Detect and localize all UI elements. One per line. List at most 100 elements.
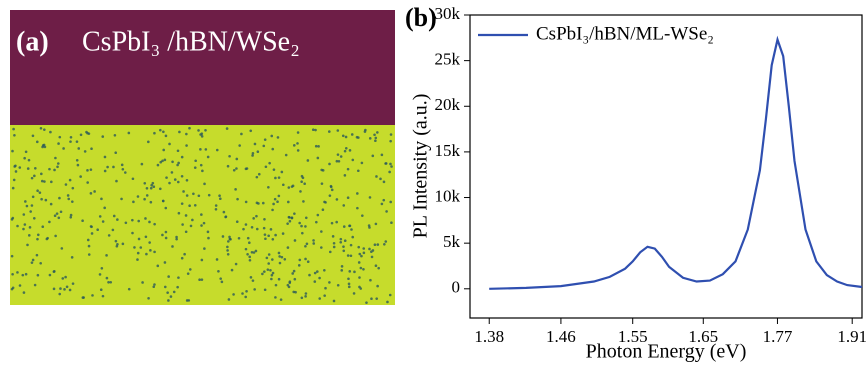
- x-tick-label: 1.65: [688, 327, 718, 346]
- particle: [249, 129, 252, 132]
- particle: [63, 288, 66, 291]
- particle: [29, 210, 32, 213]
- particle: [329, 194, 332, 197]
- particle: [48, 221, 51, 224]
- particle: [344, 174, 347, 177]
- image-caption: CsPbI₃ /hBN/WSe₂: [82, 26, 300, 57]
- particle: [315, 221, 318, 224]
- particle: [281, 256, 284, 259]
- particle: [175, 236, 178, 239]
- particle: [159, 187, 162, 190]
- particle: [375, 297, 378, 300]
- particle: [46, 238, 49, 241]
- particle: [150, 184, 153, 187]
- y-tick-label: 20k: [435, 95, 461, 114]
- particle: [241, 292, 244, 295]
- particle: [159, 129, 162, 132]
- particle: [339, 241, 342, 244]
- particle: [102, 220, 105, 223]
- particle: [164, 261, 167, 264]
- particle: [100, 288, 103, 291]
- particle: [137, 220, 140, 223]
- particle: [25, 150, 28, 153]
- particle: [190, 225, 193, 228]
- particle: [128, 288, 131, 291]
- particle: [64, 276, 67, 279]
- particle: [59, 287, 62, 290]
- particle: [201, 259, 204, 262]
- particle: [273, 168, 276, 171]
- particle: [267, 268, 270, 271]
- particle: [278, 252, 281, 255]
- particle: [279, 262, 282, 265]
- particle: [365, 301, 368, 304]
- particle: [336, 198, 339, 201]
- particle: [31, 204, 34, 207]
- particle: [84, 150, 87, 153]
- particle: [53, 270, 56, 273]
- particle: [302, 200, 305, 203]
- particle: [12, 187, 15, 190]
- particle: [31, 177, 34, 180]
- particle: [222, 235, 225, 238]
- particle: [80, 133, 83, 136]
- particle: [245, 223, 248, 226]
- particle: [22, 213, 25, 216]
- particle: [371, 256, 374, 259]
- particle: [228, 155, 231, 158]
- particle: [264, 233, 267, 236]
- particle: [359, 287, 362, 290]
- particle: [216, 258, 219, 261]
- particle: [37, 233, 40, 236]
- particle: [11, 150, 14, 153]
- particle: [294, 239, 297, 242]
- particle: [168, 182, 171, 185]
- particle: [347, 254, 350, 257]
- particle: [360, 255, 363, 258]
- particle: [76, 140, 79, 143]
- particle: [181, 257, 184, 260]
- particle: [277, 136, 280, 139]
- particle: [32, 134, 35, 137]
- particle: [88, 253, 91, 256]
- particle: [125, 221, 128, 224]
- particle: [34, 167, 37, 170]
- particle: [32, 259, 35, 262]
- particle: [188, 127, 191, 130]
- particle: [368, 226, 371, 229]
- particle: [370, 250, 373, 253]
- particle: [104, 156, 107, 159]
- particle: [308, 274, 311, 277]
- particle: [70, 214, 73, 217]
- particle: [388, 171, 391, 174]
- particle: [56, 212, 59, 215]
- particle: [147, 297, 150, 300]
- particle: [201, 135, 204, 138]
- particle: [263, 218, 266, 221]
- particle: [274, 177, 277, 180]
- particle: [362, 268, 365, 271]
- particle: [301, 232, 304, 235]
- particle: [298, 259, 301, 262]
- particle: [235, 158, 238, 161]
- particle: [320, 169, 323, 172]
- particle: [374, 139, 377, 142]
- particle: [353, 271, 356, 274]
- particle: [356, 136, 359, 139]
- particle: [62, 147, 65, 150]
- panel-label: (b): [405, 3, 437, 32]
- y-tick-label: 0: [452, 278, 461, 297]
- particle: [329, 251, 332, 254]
- particle: [113, 215, 116, 218]
- particle: [16, 271, 19, 274]
- particle: [178, 212, 181, 215]
- particle: [253, 288, 256, 291]
- particle: [274, 234, 277, 237]
- particle: [107, 281, 110, 284]
- particle: [356, 192, 359, 195]
- particle: [351, 159, 354, 162]
- particle: [162, 200, 165, 203]
- particle: [245, 248, 248, 251]
- particle: [242, 228, 245, 231]
- particle: [247, 237, 250, 240]
